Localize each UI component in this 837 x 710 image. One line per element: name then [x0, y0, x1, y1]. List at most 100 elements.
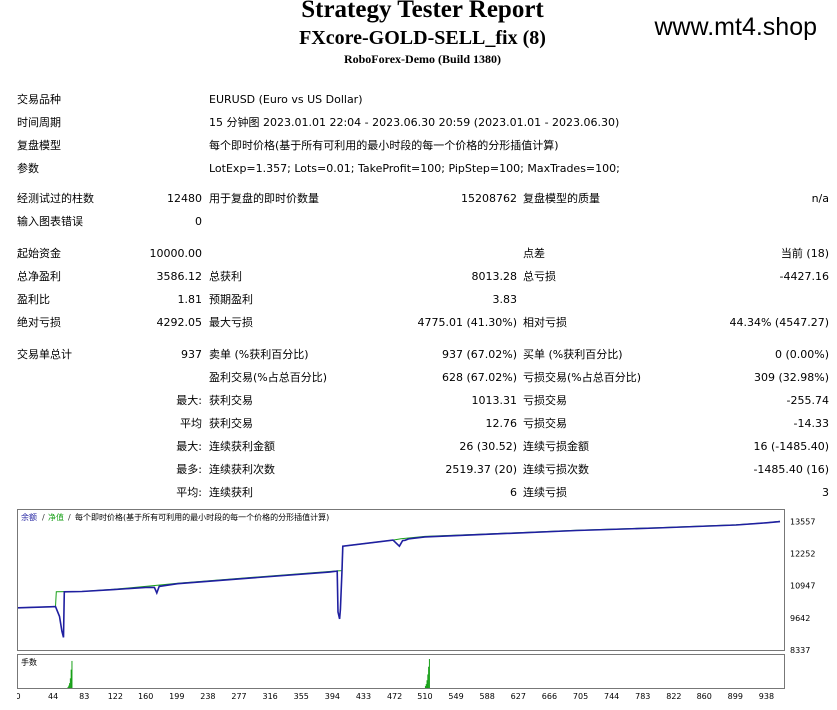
x-tick-label: 394 [325, 692, 340, 701]
x-tick-label: 744 [604, 692, 619, 701]
most-prefix: 最多: [176, 463, 202, 476]
most-consec-losses-value: -1485.40 (16) [753, 463, 829, 476]
x-tick-label: 122 [108, 692, 123, 701]
balance-chart: 余额 / 净值 / 每个即时价格(基于所有可利用的最小时段的每一个价格的分形插值… [17, 509, 815, 701]
spread-label: 点差 [523, 247, 545, 260]
lots-plot-frame [17, 654, 785, 689]
max-drawdown-label: 最大亏损 [209, 316, 253, 329]
average-prefix: 平均 [180, 417, 202, 430]
net-profit-label: 总净盈利 [17, 270, 61, 283]
y-tick-label: 12252 [790, 550, 815, 559]
chart-legend: 余额 / 净值 / 每个即时价格(基于所有可利用的最小时段的每一个价格的分形插值… [21, 512, 329, 522]
profit-factor-value: 1.81 [177, 293, 203, 306]
avg-consec-wins-label: 连续获利 [209, 486, 253, 499]
won-trades-label: 盈利交易(%占总百分比) [209, 371, 328, 384]
lost-trades-label: 亏损交易(%占总百分比) [523, 371, 642, 384]
y-tick-label: 13557 [790, 517, 815, 526]
x-tick-label: 899 [728, 692, 743, 701]
max-drawdown-value: 4775.01 (41.30%) [417, 316, 517, 329]
abs-drawdown-label: 绝对亏损 [17, 316, 61, 329]
average-win-value: 12.76 [485, 417, 518, 430]
lots-bar [424, 686, 426, 688]
y-tick-label: 8337 [790, 646, 810, 655]
max-consec-losses-label: 连续亏损金额 [523, 440, 589, 453]
most-consec-losses-label: 连续亏损次数 [523, 463, 589, 476]
ticks-label: 用于复盘的即时价数量 [209, 192, 319, 205]
rel-drawdown-value: 44.34% (4547.27) [729, 316, 829, 329]
x-tick-label: 549 [448, 692, 463, 701]
quality-value: n/a [811, 192, 829, 205]
x-tick-label: 938 [759, 692, 774, 701]
short-trades-label: 卖单 (%获利百分比) [209, 348, 309, 361]
legend-balance: 余额 [21, 512, 37, 522]
spread-value: 当前 (18) [780, 247, 829, 260]
lots-bar [69, 683, 71, 688]
x-tick-label: 0 [17, 692, 21, 701]
lots-bar [428, 666, 430, 688]
payoff-value: 3.83 [492, 293, 518, 306]
largest-win-value: 1013.31 [471, 394, 518, 407]
params-label: 参数 [17, 162, 39, 175]
average-win-label: 获利交易 [209, 417, 253, 430]
x-tick-label: 316 [263, 692, 278, 701]
x-tick-label: 666 [542, 692, 557, 701]
watermark-link[interactable]: www.mt4.shop [654, 13, 817, 41]
main-plot-frame [17, 509, 785, 651]
symbol-value: EURUSD (Euro vs US Dollar) [209, 93, 363, 106]
bars-value: 12480 [167, 192, 202, 205]
errors-label: 输入图表错误 [17, 215, 83, 228]
gross-loss-value: -4427.16 [779, 270, 829, 283]
lots-bar [428, 659, 430, 688]
y-tick-label: 9642 [790, 614, 810, 623]
average-loss-value: -14.33 [793, 417, 829, 430]
gross-loss-label: 总亏损 [523, 270, 556, 283]
legend-separator: / [42, 513, 45, 522]
long-trades-value: 0 (0.00%) [774, 348, 829, 361]
x-tick-label: 783 [635, 692, 650, 701]
largest-loss-label: 亏损交易 [523, 394, 567, 407]
lots-bar [426, 680, 428, 688]
max-consec-losses-value: 16 (-1485.40) [753, 440, 829, 453]
bars-label: 经测试过的柱数 [17, 192, 94, 205]
x-tick-label: 44 [48, 692, 58, 701]
largest-loss-value: -255.74 [786, 394, 829, 407]
total-trades-value: 937 [181, 348, 202, 361]
lots-label: 手数 [21, 657, 37, 667]
quality-label: 复盘模型的质量 [523, 192, 600, 205]
legend-model: 每个即时价格(基于所有可利用的最小时段的每一个价格的分形插值计算) [75, 512, 329, 522]
avg-consec-losses-label: 连续亏损 [523, 486, 567, 499]
lots-bar [71, 660, 73, 688]
x-tick-label: 433 [356, 692, 371, 701]
profit-factor-label: 盈利比 [17, 293, 50, 306]
x-tick-label: 860 [697, 692, 712, 701]
x-tick-label: 238 [200, 692, 215, 701]
largest-win-label: 获利交易 [209, 394, 253, 407]
x-tick-label: 588 [480, 692, 495, 701]
legend-separator: / [68, 513, 71, 522]
errors-value: 0 [195, 215, 202, 228]
deposit-label: 起始资金 [17, 247, 61, 260]
avg-consec-wins-value: 6 [510, 486, 517, 499]
maximum-prefix: 最大: [176, 440, 202, 453]
largest-prefix: 最大: [176, 394, 202, 407]
equity-line [17, 520, 781, 638]
net-profit-value: 3586.12 [156, 270, 203, 283]
model-label: 复盘模型 [17, 139, 61, 152]
payoff-label: 预期盈利 [209, 293, 253, 306]
average-loss-label: 亏损交易 [523, 417, 567, 430]
lots-bar [425, 684, 427, 688]
most-consec-wins-label: 连续获利次数 [209, 463, 275, 476]
lots-bar [70, 669, 72, 688]
ticks-value: 15208762 [461, 192, 517, 205]
rel-drawdown-label: 相对亏损 [523, 316, 567, 329]
x-tick-label: 705 [573, 692, 588, 701]
symbol-label: 交易品种 [17, 93, 61, 106]
x-tick-label: 277 [231, 692, 246, 701]
model-value: 每个即时价格(基于所有可利用的最小时段的每一个价格的分形插值计算) [209, 139, 559, 152]
max-consec-wins-label: 连续获利金额 [209, 440, 275, 453]
report-title: Strategy Tester Report [301, 0, 544, 23]
total-trades-label: 交易单总计 [17, 348, 72, 361]
server-name: RoboForex-Demo (Build 1380) [343, 52, 502, 66]
x-tick-label: 627 [511, 692, 526, 701]
long-trades-label: 买单 (%获利百分比) [523, 348, 623, 361]
